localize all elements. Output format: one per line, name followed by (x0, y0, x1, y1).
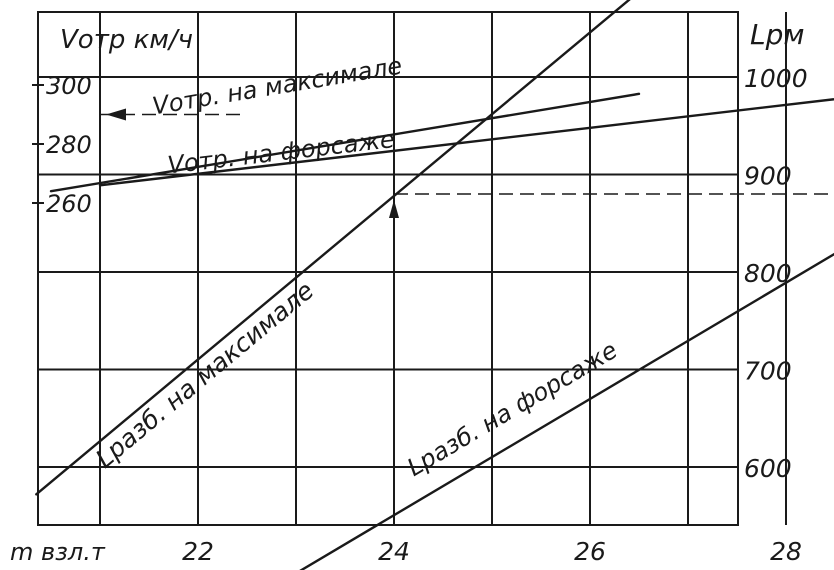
left-tick-label: 280 (46, 131, 92, 159)
left-axis-label: Vотр км/ч (60, 25, 193, 55)
series-lines (35, 0, 834, 570)
x-tick-label: 24 (378, 537, 410, 566)
right-tick-label: 1000 (744, 64, 808, 93)
right-tick-label: 800 (744, 259, 792, 288)
right-tick-label: 900 (744, 162, 792, 191)
series-line (35, 0, 631, 496)
series-line (49, 92, 641, 193)
series-label: Lразб. на максимале (90, 276, 319, 474)
x-tick-label: 22 (182, 537, 214, 566)
series-label: Vотр. на форсаже (166, 125, 396, 179)
right-tick-label: 600 (744, 454, 792, 483)
tick-labels: 3002802601200110010009008007006002224262… (32, 64, 808, 566)
left-tick-label: 260 (46, 190, 92, 218)
right-axis-label: Lрм (750, 18, 805, 51)
plot-frame (37, 11, 739, 526)
reference-arrow-left (106, 108, 126, 121)
x-tick-label: 28 (770, 537, 802, 566)
series-label: Vотр. на максимале (150, 52, 404, 121)
reference-arrow-up (389, 200, 399, 218)
series-line (98, 98, 834, 187)
reference-lines (100, 108, 832, 525)
right-tick-label: 700 (744, 357, 792, 386)
x-axis-label: m взл.т (10, 538, 106, 566)
left-tick-label: 300 (46, 72, 92, 100)
x-tick-label: 26 (574, 537, 606, 566)
series-line (299, 252, 834, 570)
